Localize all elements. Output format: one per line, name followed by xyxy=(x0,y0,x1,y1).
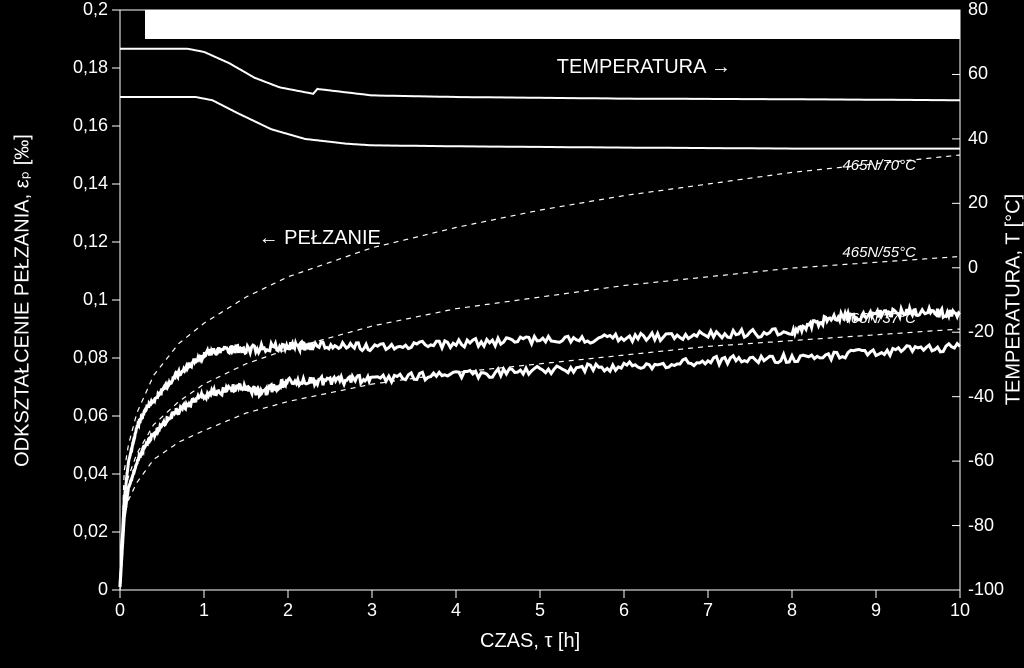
ltick-2: 0,04 xyxy=(73,463,108,484)
rtick-0: -100 xyxy=(968,579,1004,600)
ltick-9: 0,18 xyxy=(73,57,108,78)
ltick-8: 0,16 xyxy=(73,115,108,136)
xtick-4: 4 xyxy=(446,600,466,621)
xtick-10: 10 xyxy=(950,600,970,621)
ltick-7: 0,14 xyxy=(73,173,108,194)
rtick-6: 20 xyxy=(968,192,988,213)
ltick-5: 0,1 xyxy=(83,289,108,310)
series-model-70C xyxy=(120,155,960,590)
ltick-10: 0,2 xyxy=(83,0,108,20)
series-model-55C xyxy=(120,257,960,591)
series-temp-lower xyxy=(120,97,960,149)
rtick-5: 0 xyxy=(968,257,978,278)
label-model-37C: 465N/37°C xyxy=(842,310,916,327)
xtick-3: 3 xyxy=(362,600,382,621)
series-creep-meas-upper xyxy=(120,308,960,587)
rtick-2: -60 xyxy=(968,450,994,471)
xtick-8: 8 xyxy=(782,600,802,621)
series-temp-upper xyxy=(120,49,960,100)
rtick-3: -40 xyxy=(968,386,994,407)
ltick-4: 0,08 xyxy=(73,347,108,368)
y-right-axis-label: TEMPERATURA, T [°C] xyxy=(1003,160,1024,440)
xtick-6: 6 xyxy=(614,600,634,621)
xtick-9: 9 xyxy=(866,600,886,621)
label-model-55C: 465N/55°C xyxy=(842,244,916,261)
xtick-7: 7 xyxy=(698,600,718,621)
ltick-3: 0,06 xyxy=(73,405,108,426)
rtick-4: -20 xyxy=(968,321,994,342)
ltick-6: 0,12 xyxy=(73,231,108,252)
annotation-temperatura: TEMPERATURA → xyxy=(557,56,731,79)
annotation-pelzanie: ← PEŁZANIE xyxy=(259,227,381,250)
ltick-1: 0,02 xyxy=(73,521,108,542)
x-axis-label: CZAS, τ [h] xyxy=(480,630,580,653)
series-creep-meas-lower xyxy=(120,344,960,587)
ltick-0: 0 xyxy=(98,579,108,600)
xtick-5: 5 xyxy=(530,600,550,621)
chart-container: { "canvas": { "width": 1024, "height": 6… xyxy=(0,0,1024,668)
rtick-8: 60 xyxy=(968,63,988,84)
xtick-1: 1 xyxy=(194,600,214,621)
title-whitebox xyxy=(145,10,960,39)
label-model-70C: 465N/70°C xyxy=(842,157,916,174)
rtick-9: 80 xyxy=(968,0,988,20)
chart-svg xyxy=(0,0,1024,668)
rtick-1: -80 xyxy=(968,515,994,536)
xtick-2: 2 xyxy=(278,600,298,621)
rtick-7: 40 xyxy=(968,128,988,149)
xtick-0: 0 xyxy=(110,600,130,621)
y-left-axis-label: ODKSZTAŁCENIE PEŁZANIA, εₚ [‰] xyxy=(10,121,35,481)
